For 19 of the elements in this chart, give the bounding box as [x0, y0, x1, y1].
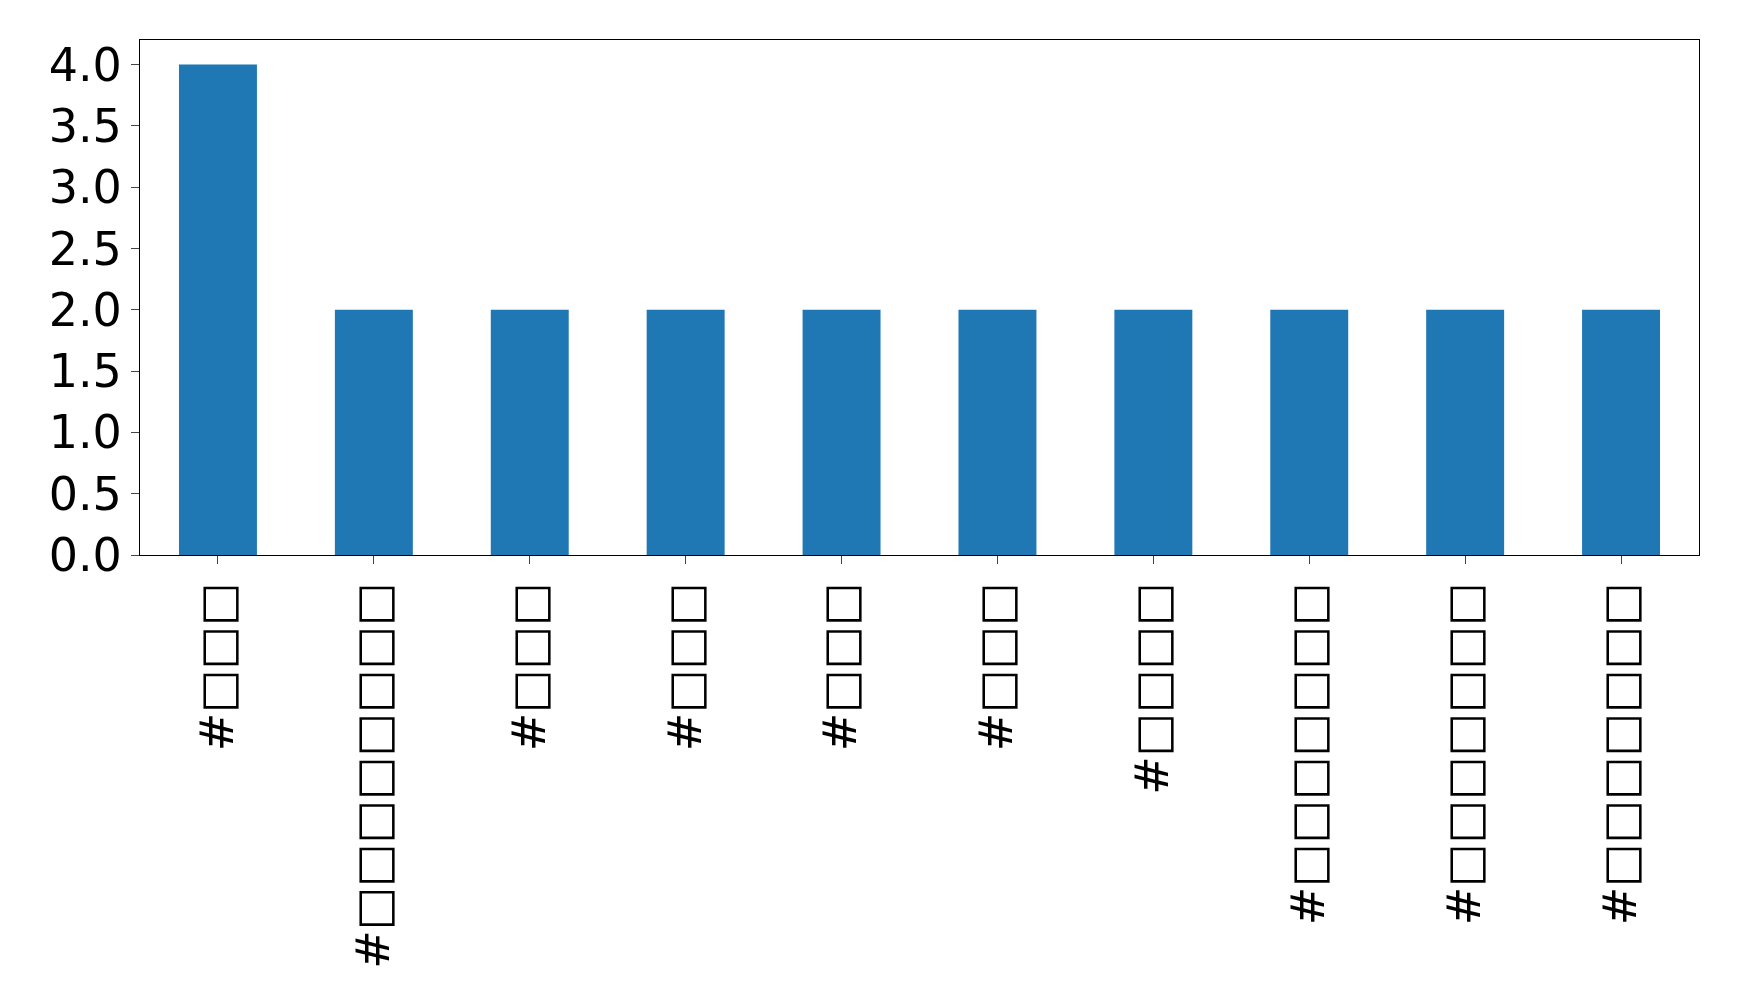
x-tick-label: #□□□□□□□: [1281, 582, 1336, 926]
x-tick-label: #□□□□□□□□: [345, 582, 400, 969]
y-tick-label: 0.0: [48, 528, 122, 583]
y-tick-label: 3.5: [48, 98, 122, 153]
x-tick-label: #□□□: [969, 582, 1024, 752]
y-tick-label: 3.0: [48, 160, 122, 215]
y-tick-label: 2.5: [48, 221, 122, 276]
y-tick-label: 4.0: [48, 37, 122, 92]
y-tick-label: 1.5: [48, 344, 122, 399]
x-tick-label: #□□□: [813, 582, 868, 752]
y-tick-label: 2.0: [48, 282, 122, 337]
x-tick-label: #□□□□: [1125, 582, 1180, 795]
y-tick-label: 0.5: [48, 466, 122, 521]
x-tick-label: #□□□: [501, 582, 556, 752]
x-tick-label: #□□□□□□□: [1593, 582, 1647, 926]
x-tick-label: #□□□: [657, 582, 712, 752]
y-tick-label: 1.0: [48, 405, 122, 460]
x-tick-label: #□□□□□□□: [1437, 582, 1492, 926]
x-tick-label: #□□□: [189, 582, 244, 752]
